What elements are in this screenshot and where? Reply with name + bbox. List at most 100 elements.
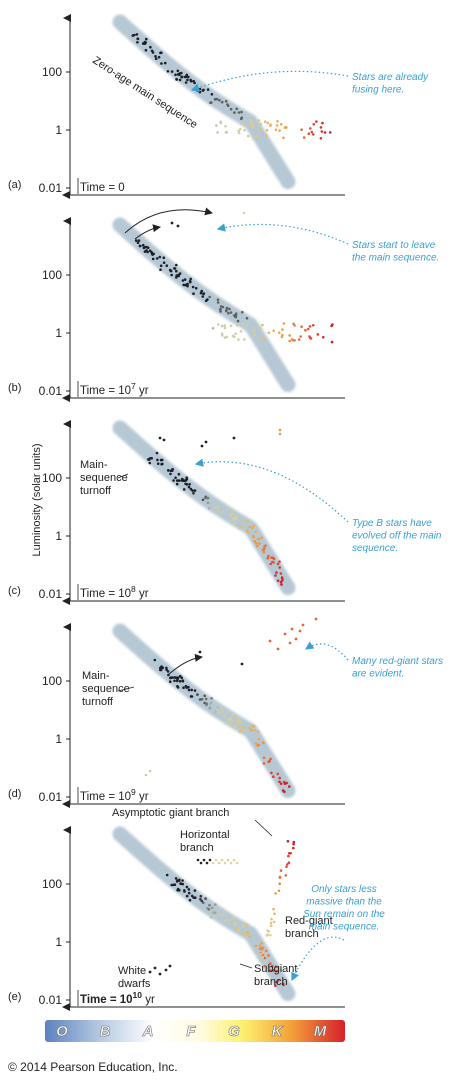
star-point bbox=[269, 962, 272, 965]
star-point bbox=[181, 477, 184, 481]
star-point bbox=[293, 339, 296, 342]
star-point bbox=[190, 894, 194, 898]
star-point bbox=[226, 919, 230, 923]
star-point bbox=[185, 283, 188, 287]
star-point bbox=[204, 697, 208, 701]
star-point bbox=[265, 947, 268, 950]
star-point bbox=[267, 954, 270, 957]
star-point bbox=[202, 858, 206, 862]
star-point bbox=[217, 861, 221, 865]
star-point bbox=[257, 119, 261, 122]
star-point bbox=[237, 131, 241, 135]
star-point bbox=[176, 224, 180, 228]
star-point bbox=[208, 702, 212, 706]
star-point bbox=[137, 239, 141, 242]
star-point bbox=[251, 122, 255, 126]
star-point bbox=[187, 888, 191, 891]
star-point bbox=[278, 428, 282, 432]
star-point bbox=[262, 951, 265, 955]
star-point bbox=[233, 516, 236, 519]
star-point bbox=[166, 70, 170, 73]
star-point bbox=[252, 724, 256, 728]
star-point bbox=[174, 476, 177, 480]
star-point bbox=[136, 241, 140, 244]
star-point bbox=[235, 323, 239, 327]
white-dwarfs-label-line-1: White bbox=[118, 965, 146, 977]
star-point bbox=[217, 910, 220, 913]
star-point bbox=[228, 723, 232, 726]
y-tick-label: 100 bbox=[42, 877, 62, 891]
x-axis-arrow bbox=[62, 394, 70, 402]
star-point bbox=[234, 315, 237, 319]
star-point bbox=[231, 720, 234, 723]
star-point bbox=[250, 724, 253, 727]
note-text-line-2: the main sequence. bbox=[352, 253, 439, 264]
y-tick-label: 0.01 bbox=[39, 181, 63, 195]
star-point bbox=[200, 289, 203, 293]
star-point bbox=[211, 327, 215, 330]
star-point bbox=[200, 444, 204, 448]
star-point bbox=[278, 432, 282, 436]
star-point bbox=[270, 771, 273, 775]
star-point bbox=[164, 968, 168, 972]
star-point bbox=[223, 920, 226, 923]
star-point bbox=[201, 89, 205, 92]
star-point bbox=[160, 458, 164, 462]
star-point bbox=[201, 498, 205, 502]
star-point bbox=[259, 122, 262, 126]
star-point bbox=[288, 339, 292, 343]
star-point bbox=[302, 136, 306, 139]
note-text-line-2: are evident. bbox=[352, 669, 404, 680]
star-point bbox=[278, 780, 281, 784]
star-point bbox=[234, 332, 237, 336]
star-point bbox=[285, 126, 288, 129]
star-point bbox=[214, 858, 218, 862]
star-point bbox=[201, 295, 205, 298]
star-point bbox=[281, 333, 284, 337]
star-point bbox=[230, 508, 234, 512]
star-point bbox=[176, 73, 180, 76]
star-point bbox=[301, 623, 305, 627]
star-point bbox=[219, 307, 222, 311]
star-point bbox=[199, 897, 202, 901]
panel-c: 100 1 0.01 (c) Time = 108 yr Main-sequencetur… bbox=[8, 420, 442, 605]
y-tick-label: 1 bbox=[55, 326, 62, 340]
star-point bbox=[229, 514, 232, 518]
star-point bbox=[271, 964, 274, 968]
star-point bbox=[214, 903, 217, 906]
star-point bbox=[200, 697, 204, 701]
star-point bbox=[274, 128, 278, 132]
star-point bbox=[160, 62, 163, 65]
star-point bbox=[226, 507, 229, 511]
star-point bbox=[223, 324, 226, 327]
star-point bbox=[263, 964, 267, 968]
star-point bbox=[161, 462, 164, 466]
note-pointer bbox=[291, 936, 345, 982]
star-point bbox=[246, 134, 250, 138]
star-point bbox=[278, 776, 282, 780]
star-point bbox=[225, 306, 229, 310]
star-point bbox=[216, 298, 220, 302]
star-point bbox=[219, 310, 222, 313]
note-text-line-1: Only stars less bbox=[311, 884, 377, 895]
star-point bbox=[279, 869, 283, 872]
star-point bbox=[255, 544, 259, 548]
star-point bbox=[323, 131, 327, 134]
star-point bbox=[225, 309, 228, 313]
star-point bbox=[188, 898, 192, 902]
star-point bbox=[154, 57, 158, 60]
star-point bbox=[264, 134, 268, 137]
star-point bbox=[245, 316, 249, 320]
star-point bbox=[199, 291, 203, 295]
star-point bbox=[252, 524, 256, 527]
panels: 100 1 0.01 (a) Time = 0 Zero-age main sequenc… bbox=[8, 14, 443, 1011]
x-axis-arrow bbox=[62, 800, 70, 808]
star-point bbox=[225, 335, 228, 339]
note-pointer bbox=[216, 223, 349, 245]
y-tick-label: 1 bbox=[55, 123, 62, 137]
star-point bbox=[253, 728, 256, 732]
star-point bbox=[270, 917, 273, 921]
star-point bbox=[310, 130, 314, 134]
star-point bbox=[176, 479, 179, 482]
star-point bbox=[280, 335, 284, 339]
